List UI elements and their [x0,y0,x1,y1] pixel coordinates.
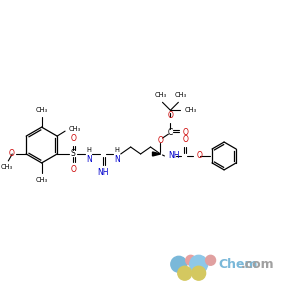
Text: O: O [182,128,188,136]
Text: CH₃: CH₃ [36,107,48,113]
Text: H: H [86,147,92,153]
Text: N: N [86,155,92,164]
Text: NH: NH [168,152,180,160]
Polygon shape [152,152,160,156]
Circle shape [192,266,206,280]
Text: O: O [8,149,14,158]
Text: O: O [167,111,173,120]
Text: CH₃: CH₃ [69,126,81,132]
Text: O: O [182,135,188,144]
Text: NH: NH [97,168,109,177]
Text: C: C [168,128,173,136]
Text: CH₃: CH₃ [184,107,196,113]
Text: O: O [71,165,77,174]
Text: S: S [71,149,75,158]
Text: H: H [114,147,119,153]
Text: CH₃: CH₃ [0,164,12,170]
Text: Chem: Chem [218,258,258,271]
Text: N: N [114,155,120,164]
Circle shape [186,255,196,265]
Text: O: O [196,152,202,160]
Circle shape [190,255,208,273]
Text: CH₃: CH₃ [154,92,166,98]
Text: CH₃: CH₃ [36,177,48,183]
Circle shape [206,255,215,265]
Text: O: O [71,134,77,143]
Circle shape [178,266,192,280]
Text: CH₃: CH₃ [174,92,186,98]
Text: O: O [158,136,164,145]
Circle shape [171,256,187,272]
Text: .com: .com [240,258,274,271]
